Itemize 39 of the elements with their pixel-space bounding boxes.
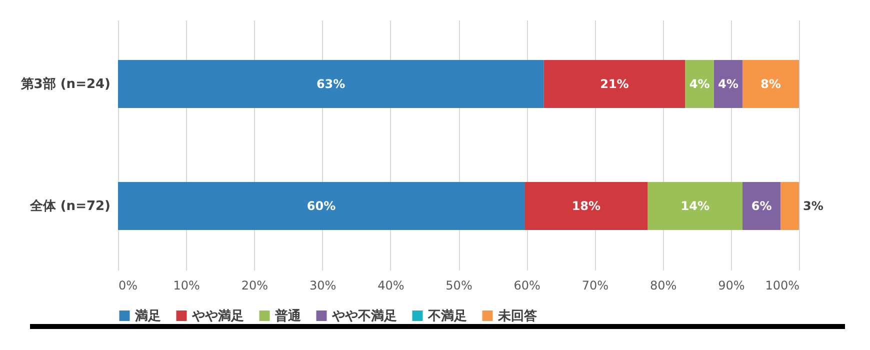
x-tick-label: 80%	[650, 278, 677, 292]
y-tick-label: 全体 (n=72)	[28, 198, 110, 214]
bar	[780, 182, 799, 230]
legend-label: 満足	[134, 308, 161, 324]
bar	[685, 60, 714, 108]
x-tick-label: 90%	[718, 278, 745, 292]
x-tick-label: 60%	[514, 278, 540, 292]
legend-label: やや不満足	[331, 308, 397, 324]
legend-label: 未回答	[497, 308, 537, 324]
data-label: 8%	[760, 77, 781, 92]
bar	[714, 60, 742, 108]
x-tick-label: 0%	[118, 278, 138, 292]
legend-label: 不満足	[427, 308, 467, 324]
data-label: 21%	[600, 77, 629, 92]
y-tick-label: 第3部 (n=24)	[20, 76, 110, 92]
data-label: 3%	[803, 198, 824, 213]
bar	[742, 182, 781, 230]
x-tick-label: 70%	[582, 278, 609, 292]
bar	[524, 182, 648, 230]
data-label: 18%	[572, 198, 601, 213]
data-label: 14%	[680, 198, 710, 213]
data-label: 4%	[689, 77, 710, 92]
data-label: 6%	[751, 198, 772, 213]
x-tick-label: 50%	[446, 278, 472, 292]
bar	[544, 60, 686, 108]
bar	[118, 182, 525, 230]
x-tick-label: 100%	[765, 278, 800, 292]
legend-label: やや満足	[191, 308, 244, 324]
x-tick-label: 10%	[173, 278, 200, 292]
data-label: 4%	[718, 77, 738, 92]
bar	[742, 60, 799, 108]
x-tick-label: 30%	[309, 278, 336, 292]
data-label: 63%	[316, 77, 346, 92]
x-tick-label: 20%	[241, 278, 268, 292]
data-label: 60%	[306, 198, 336, 213]
legend-label: 普通	[274, 308, 302, 324]
x-tick-label: 40%	[378, 278, 404, 292]
bar	[648, 182, 742, 230]
bar	[118, 60, 544, 108]
